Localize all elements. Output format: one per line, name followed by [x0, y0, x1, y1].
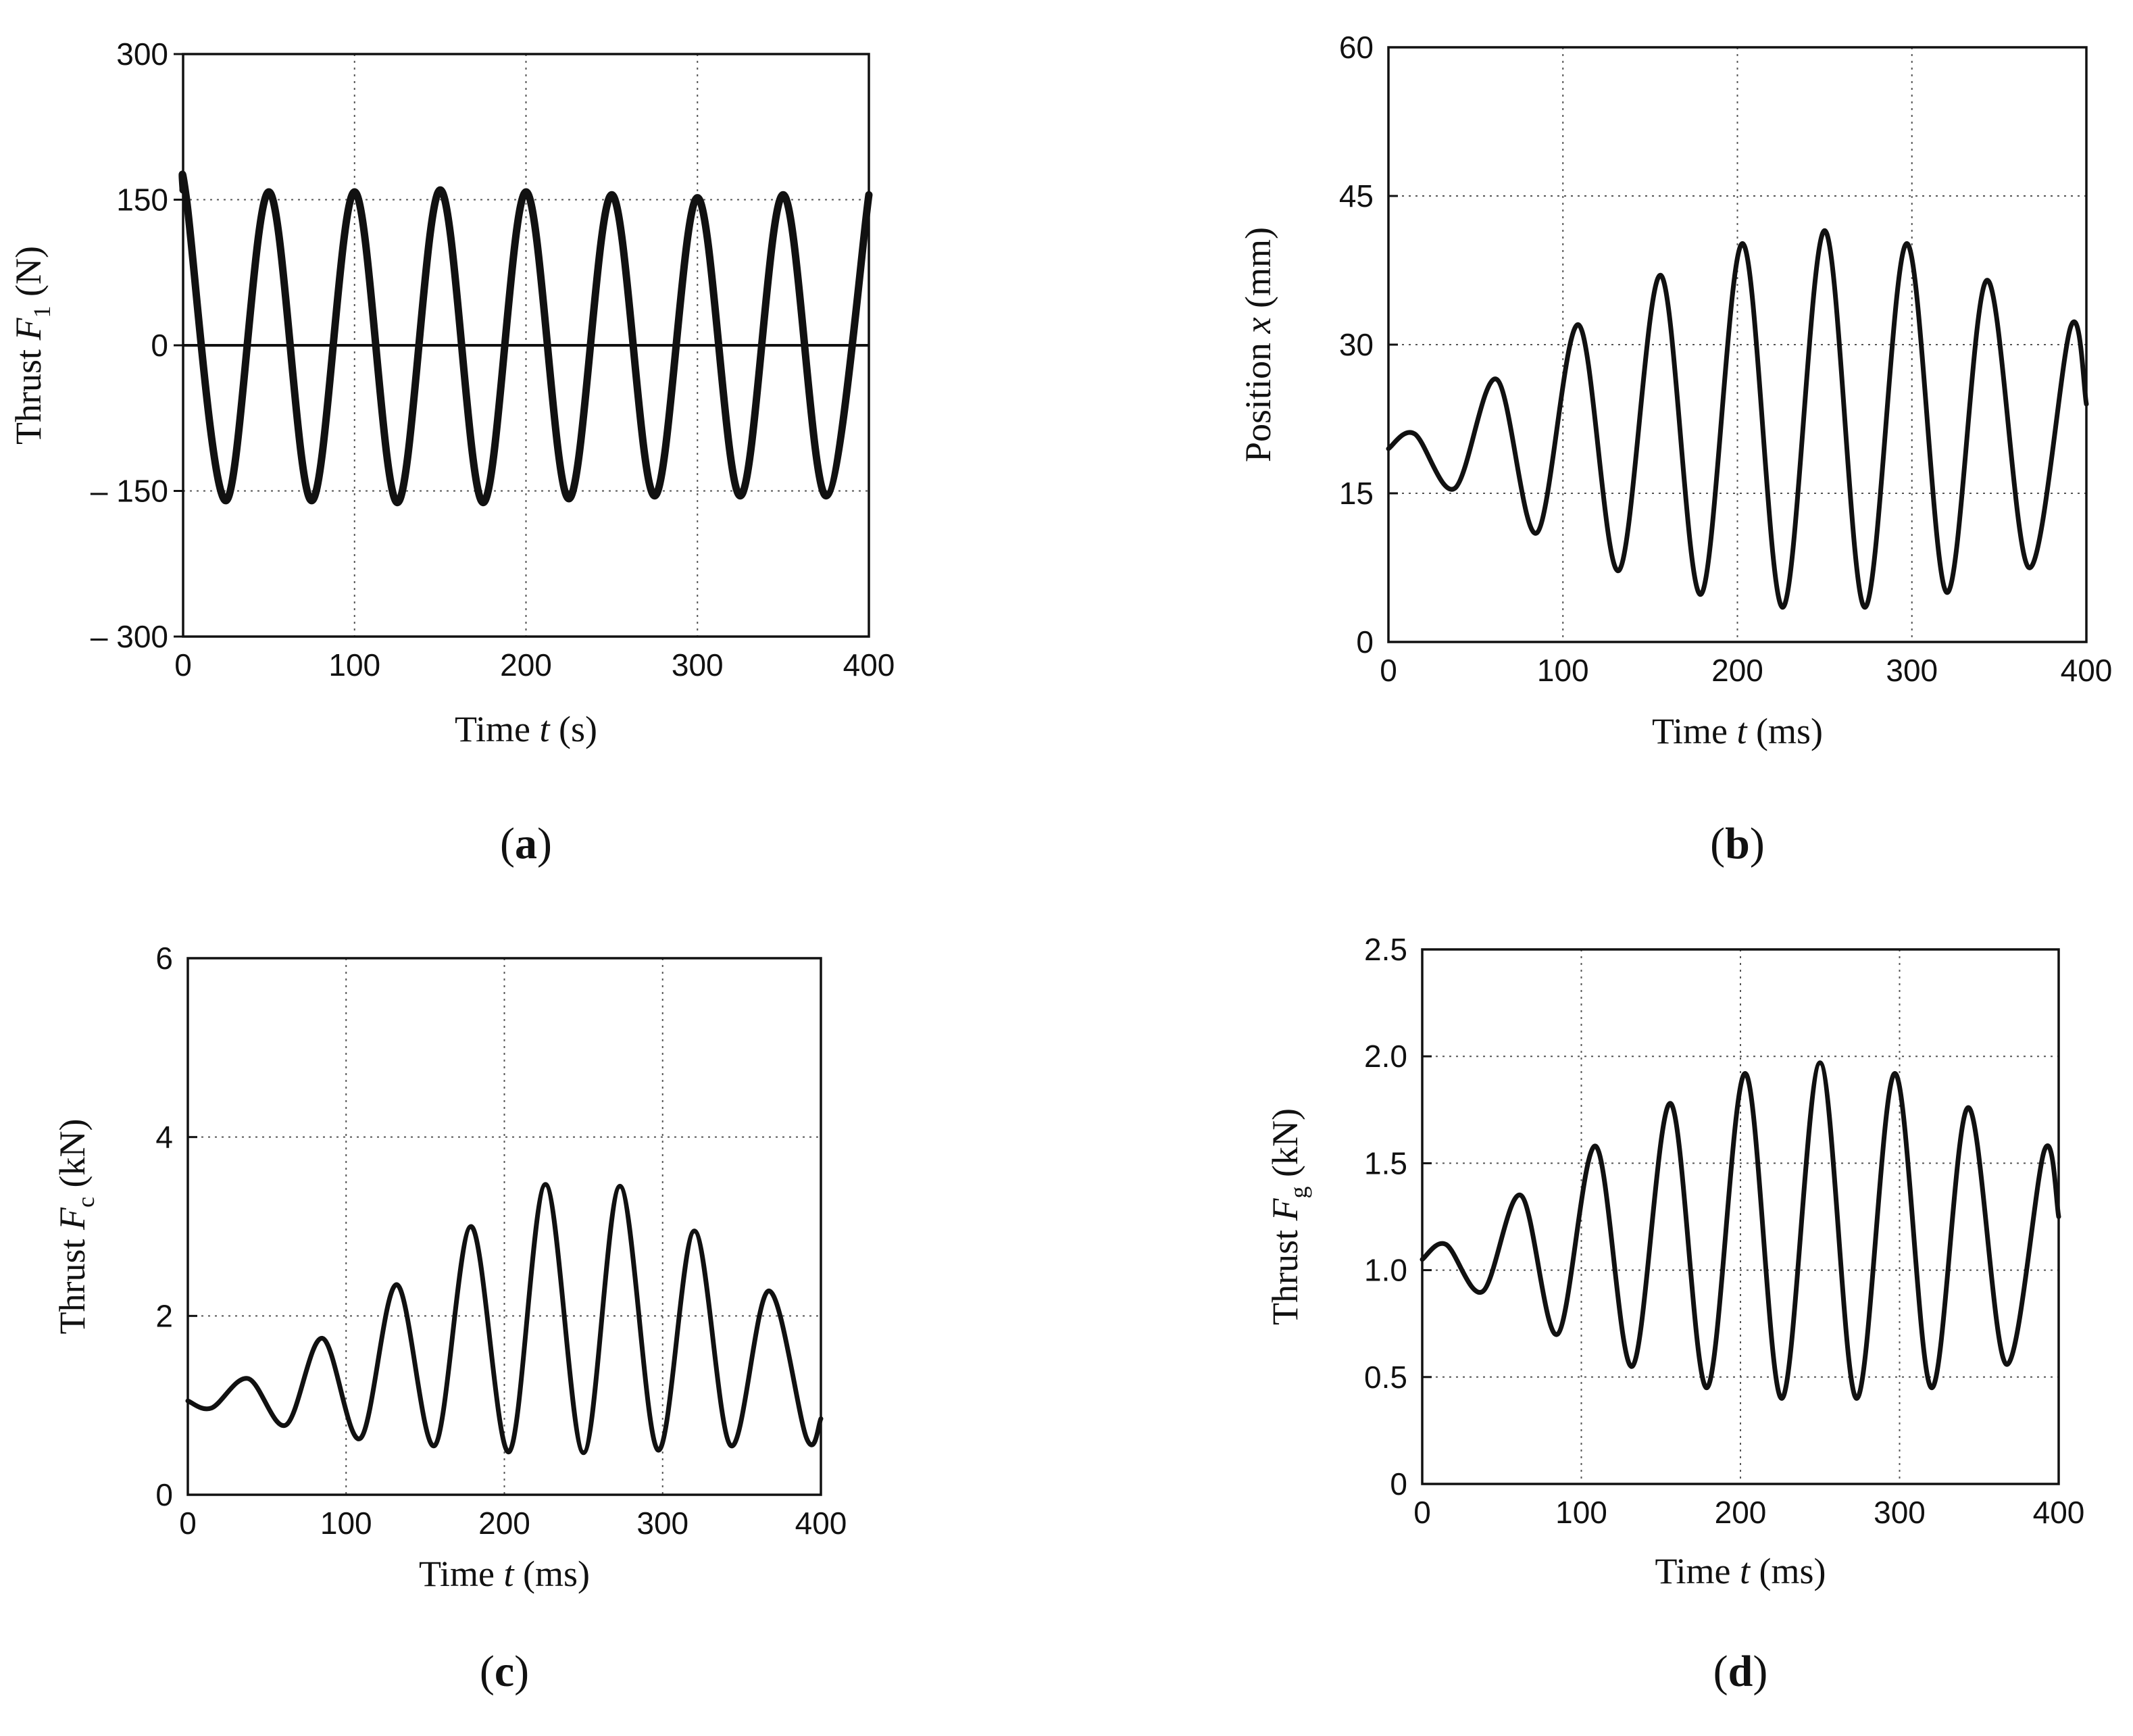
x-tick-label: 100	[328, 647, 380, 683]
y-tick-label: 1.5	[1364, 1145, 1407, 1181]
y-tick-label: 60	[1339, 30, 1374, 65]
x-tick-label: 0	[1413, 1495, 1431, 1530]
y-tick-label: 1.0	[1364, 1253, 1407, 1288]
x-tick-label: 200	[1715, 1495, 1767, 1530]
panel-label-c: (c)	[480, 1647, 529, 1696]
x-axis-label: Time t (s)	[455, 709, 597, 749]
plot-frame	[1387, 46, 2088, 643]
y-tick-label: 2	[155, 1298, 173, 1333]
x-tick-label: 200	[478, 1506, 530, 1541]
y-tick-label: – 150	[91, 474, 168, 509]
y-tick-label: 2.5	[1364, 932, 1407, 967]
panel-label-d: (d)	[1713, 1647, 1768, 1696]
panel-label-a: (a)	[500, 819, 552, 868]
panel-a: 0 100 200 300 400 – 300 – 150 0 150 300 Time t (s)…	[8, 36, 895, 868]
series-line-a	[178, 170, 873, 507]
x-tick-label: 400	[843, 647, 895, 683]
y-tick-label: 0	[151, 328, 168, 363]
y-tick-label: 4	[155, 1120, 173, 1155]
y-axis-label: Thrust Fc (kN)	[52, 1119, 99, 1335]
y-tick-label: 45	[1339, 178, 1374, 214]
panel-label-b: (b)	[1710, 819, 1765, 868]
y-tick-label: 0	[1356, 624, 1374, 660]
y-axis-label: Thrust F1 (N)	[8, 246, 55, 445]
series-line-c	[185, 1182, 824, 1456]
y-axis-label: Position x (mm)	[1238, 227, 1278, 462]
x-tick-label: 200	[1711, 653, 1763, 688]
x-axis-label: Time t (ms)	[1652, 711, 1823, 751]
x-tick-label: 0	[174, 647, 192, 683]
x-tick-label: 300	[1886, 653, 1938, 688]
y-tick-label: 6	[155, 941, 173, 976]
x-tick-label: 400	[2061, 653, 2113, 688]
y-tick-label: 30	[1339, 327, 1374, 362]
x-tick-label: 0	[1380, 653, 1397, 688]
panel-b: 0 100 200 300 400 0 15 30 45 60 Time t (ms) Positio…	[1238, 30, 2112, 868]
plot-frame	[182, 53, 870, 638]
x-axis-label: Time t (ms)	[419, 1554, 590, 1594]
panel-c: 0 100 200 300 400 0 2 4 6 Time t (ms) Thrust Fc (k…	[52, 941, 847, 1696]
series-line-d	[1420, 1060, 2061, 1401]
y-tick-label: 2.0	[1364, 1039, 1407, 1074]
y-tick-label: 0	[1390, 1466, 1407, 1502]
x-tick-label: 100	[1537, 653, 1589, 688]
panel-d: 0 100 200 300 400 0 0.5 1.0 1.5 2.0 2.5 Time t (ms)…	[1265, 932, 2084, 1696]
y-tick-label: – 300	[91, 619, 168, 654]
x-tick-label: 0	[179, 1506, 197, 1541]
x-tick-label: 400	[795, 1506, 847, 1541]
plot-frame	[1421, 948, 2060, 1485]
y-tick-label: 15	[1339, 476, 1374, 511]
x-tick-label: 100	[320, 1506, 372, 1541]
y-axis-label: Thrust Fg (kN)	[1265, 1108, 1312, 1325]
x-tick-label: 100	[1555, 1495, 1607, 1530]
y-tick-label: 0.5	[1364, 1360, 1407, 1395]
x-tick-label: 300	[1874, 1495, 1926, 1530]
plot-frame	[186, 957, 822, 1496]
y-tick-label: 0	[155, 1477, 173, 1512]
x-axis-label: Time t (ms)	[1655, 1551, 1826, 1591]
x-tick-label: 300	[636, 1506, 688, 1541]
x-tick-label: 400	[2033, 1495, 2085, 1530]
x-tick-label: 300	[672, 647, 724, 683]
x-tick-label: 200	[500, 647, 552, 683]
y-tick-label: 300	[116, 36, 168, 72]
series-line-b	[1386, 228, 2089, 610]
y-tick-label: 150	[116, 182, 168, 218]
